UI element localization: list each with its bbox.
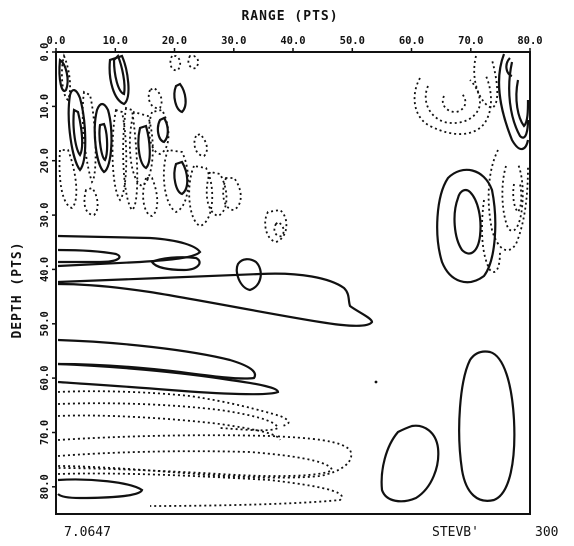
x-tick-label: 10.0 — [103, 35, 128, 47]
contour-dotted — [205, 170, 228, 217]
contour-solid — [173, 160, 189, 196]
contour-solid — [497, 53, 530, 151]
contour-solid — [505, 57, 513, 78]
x-tick-label: 30.0 — [221, 35, 246, 47]
x-tick-labels: 0.0 10.0 20.0 30.0 40.0 50.0 60.0 70.0 80.0 — [47, 35, 543, 52]
footer-far-right-label: 300 — [535, 525, 558, 540]
contour-solid — [137, 124, 151, 170]
contour-dotted — [57, 390, 290, 427]
y-tick-label: 50.0 — [39, 311, 51, 336]
contour-dotted — [162, 149, 190, 214]
contour-dotted — [81, 90, 97, 184]
contour-lines — [57, 53, 530, 507]
y-tick-label: 20.0 — [39, 148, 51, 173]
x-tick-label: 50.0 — [340, 35, 365, 47]
contour-dotted — [58, 149, 78, 210]
contour-dotted — [487, 149, 529, 252]
contour-dotted — [473, 55, 499, 109]
contour-dotted — [481, 199, 501, 273]
contour-dotted — [413, 75, 492, 135]
contour-solid — [57, 272, 374, 327]
contour-dotted — [441, 93, 467, 113]
contour-dotted — [122, 106, 139, 212]
x-tick-label: 20.0 — [162, 35, 187, 47]
y-tick-label: 10.0 — [39, 94, 51, 119]
contour-dotted — [111, 108, 128, 202]
y-tick-label: 60.0 — [39, 365, 51, 390]
contour-solid — [93, 102, 113, 174]
contour-dotted — [188, 164, 214, 227]
contour-solid — [57, 362, 280, 396]
contour-solid — [108, 54, 130, 106]
contour-dotted — [424, 79, 481, 124]
contour-dotted — [57, 434, 353, 479]
contour-dotted — [147, 86, 163, 110]
plot-frame — [55, 51, 531, 515]
contour-dotted — [273, 220, 285, 238]
footer-right-label: STEVB' — [432, 525, 479, 540]
x-tick-label: 80.0 — [517, 35, 542, 47]
y-tick-labels: 0.0 10.0 20.0 30.0 40.0 50.0 60.0 70.0 80.0 — [39, 43, 56, 499]
contour-dotted — [193, 132, 208, 157]
x-tick-label: 70.0 — [458, 35, 483, 47]
contour-dotted — [57, 414, 281, 441]
contour-dotted — [57, 450, 334, 477]
y-tick-label: 80.0 — [39, 474, 51, 499]
contour-dotted — [57, 472, 343, 507]
contour-dotted — [57, 402, 280, 432]
contour-solid — [453, 188, 482, 255]
contour-solid — [57, 338, 257, 380]
contour-dotted — [264, 209, 288, 243]
contour-dotted — [187, 55, 200, 70]
footer-left-label: 7.0647 — [64, 525, 111, 540]
contour-solid — [98, 122, 109, 162]
contour-dotted — [83, 186, 99, 216]
contour-solid — [173, 82, 187, 114]
y-tick-label: 30.0 — [39, 202, 51, 227]
contour-solid — [72, 108, 84, 157]
x-tick-label: 60.0 — [399, 35, 424, 47]
x-axis-label: RANGE (PTS) — [241, 9, 338, 24]
contour-solid — [235, 258, 262, 292]
contour-dotted — [142, 177, 159, 217]
contour-solid — [515, 79, 530, 128]
contour-solid — [112, 54, 126, 96]
contour-solid — [57, 478, 144, 500]
y-tick-label: 70.0 — [39, 420, 51, 445]
x-tick-label: 0.0 — [47, 35, 66, 47]
contour-solid — [380, 424, 440, 503]
contour-dotted — [512, 183, 523, 214]
y-tick-label: 0.0 — [39, 43, 51, 62]
contour-solid — [150, 256, 201, 272]
y-tick-label: 40.0 — [39, 257, 51, 282]
contour-solid — [508, 61, 530, 139]
contour-solid — [58, 58, 69, 93]
x-tick-label: 40.0 — [280, 35, 305, 47]
contour-dotted — [501, 163, 524, 232]
stray-dot — [374, 380, 378, 384]
y-axis-label: DEPTH (PTS) — [10, 241, 25, 338]
contour-dotted — [169, 55, 182, 72]
contour-dotted — [61, 53, 71, 102]
contour-solid — [57, 248, 121, 264]
contour-dotted — [222, 177, 242, 211]
contour-solid — [458, 350, 516, 502]
contour-dotted — [148, 108, 170, 155]
contour-solid — [436, 168, 497, 284]
